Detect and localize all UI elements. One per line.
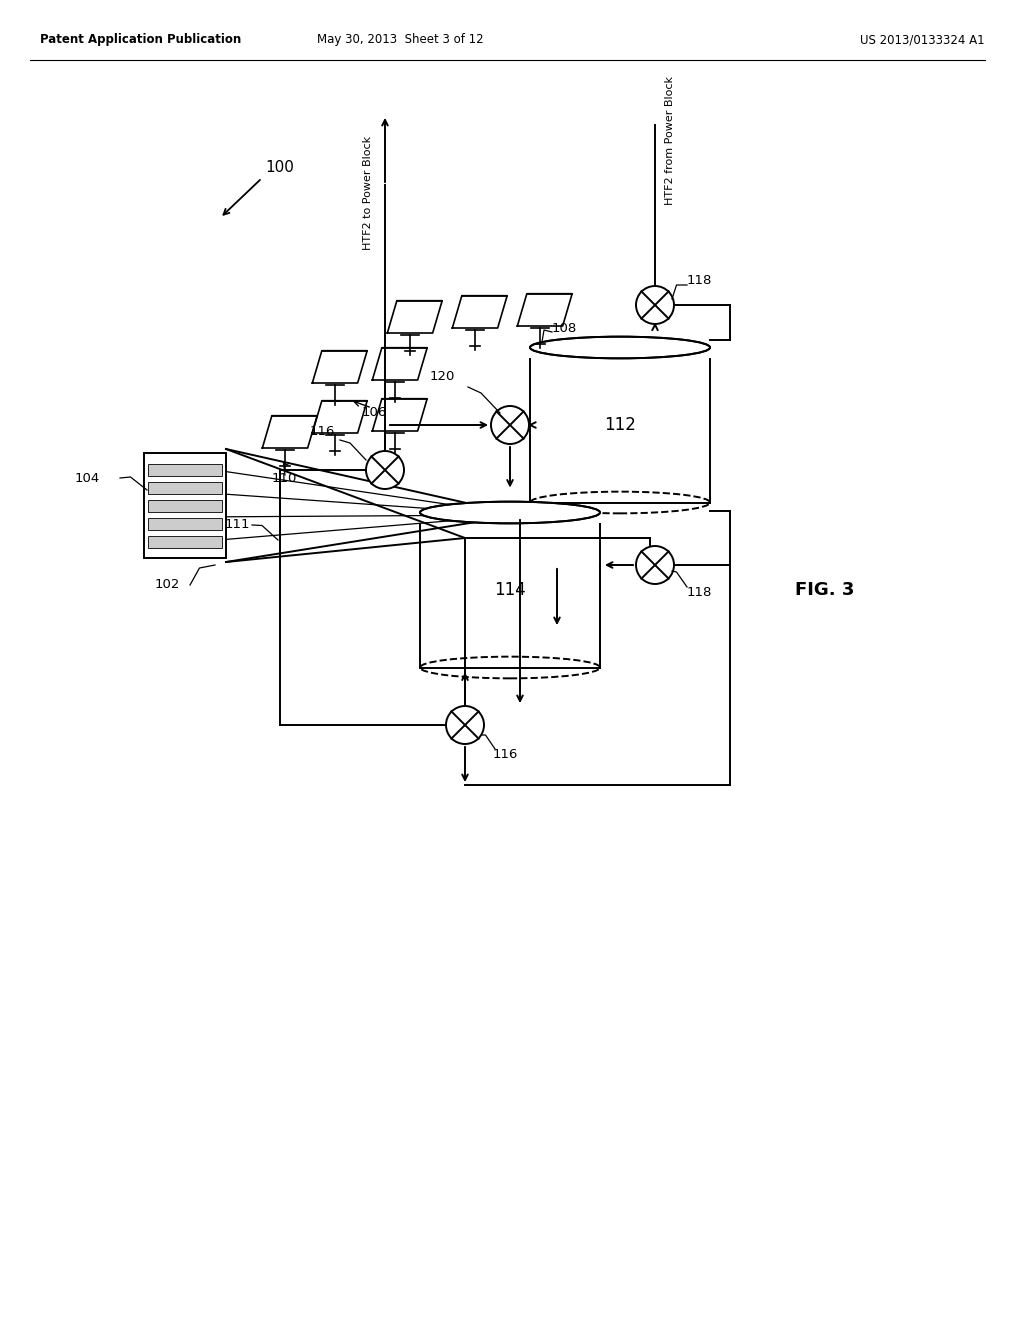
Text: 111: 111 <box>225 519 251 532</box>
Text: 110: 110 <box>272 471 297 484</box>
Text: 100: 100 <box>265 161 294 176</box>
Text: 106: 106 <box>362 405 387 418</box>
Circle shape <box>490 407 529 444</box>
Text: 118: 118 <box>687 586 713 599</box>
Circle shape <box>636 546 674 583</box>
Text: HTF2 from Power Block: HTF2 from Power Block <box>665 77 675 205</box>
FancyBboxPatch shape <box>148 482 222 494</box>
FancyBboxPatch shape <box>528 346 712 358</box>
Ellipse shape <box>420 502 600 523</box>
Text: HTF2 to Power Block: HTF2 to Power Block <box>362 136 373 249</box>
FancyBboxPatch shape <box>148 517 222 531</box>
Text: 116: 116 <box>493 748 518 762</box>
FancyBboxPatch shape <box>148 536 222 548</box>
Text: 102: 102 <box>155 578 180 591</box>
FancyBboxPatch shape <box>148 463 222 477</box>
Text: 108: 108 <box>552 322 578 334</box>
Ellipse shape <box>530 337 710 358</box>
Text: 114: 114 <box>495 581 526 599</box>
Text: 104: 104 <box>75 471 100 484</box>
Circle shape <box>366 451 404 488</box>
Circle shape <box>446 706 484 744</box>
Text: May 30, 2013  Sheet 3 of 12: May 30, 2013 Sheet 3 of 12 <box>316 33 483 46</box>
Text: 118: 118 <box>687 273 713 286</box>
Text: 120: 120 <box>430 371 456 384</box>
FancyBboxPatch shape <box>148 500 222 512</box>
FancyBboxPatch shape <box>144 453 226 558</box>
Text: 116: 116 <box>310 425 336 438</box>
Text: 112: 112 <box>604 416 636 434</box>
Text: FIG. 3: FIG. 3 <box>795 581 854 599</box>
Text: Patent Application Publication: Patent Application Publication <box>40 33 242 46</box>
Text: US 2013/0133324 A1: US 2013/0133324 A1 <box>860 33 985 46</box>
Circle shape <box>636 286 674 323</box>
FancyBboxPatch shape <box>418 511 602 523</box>
